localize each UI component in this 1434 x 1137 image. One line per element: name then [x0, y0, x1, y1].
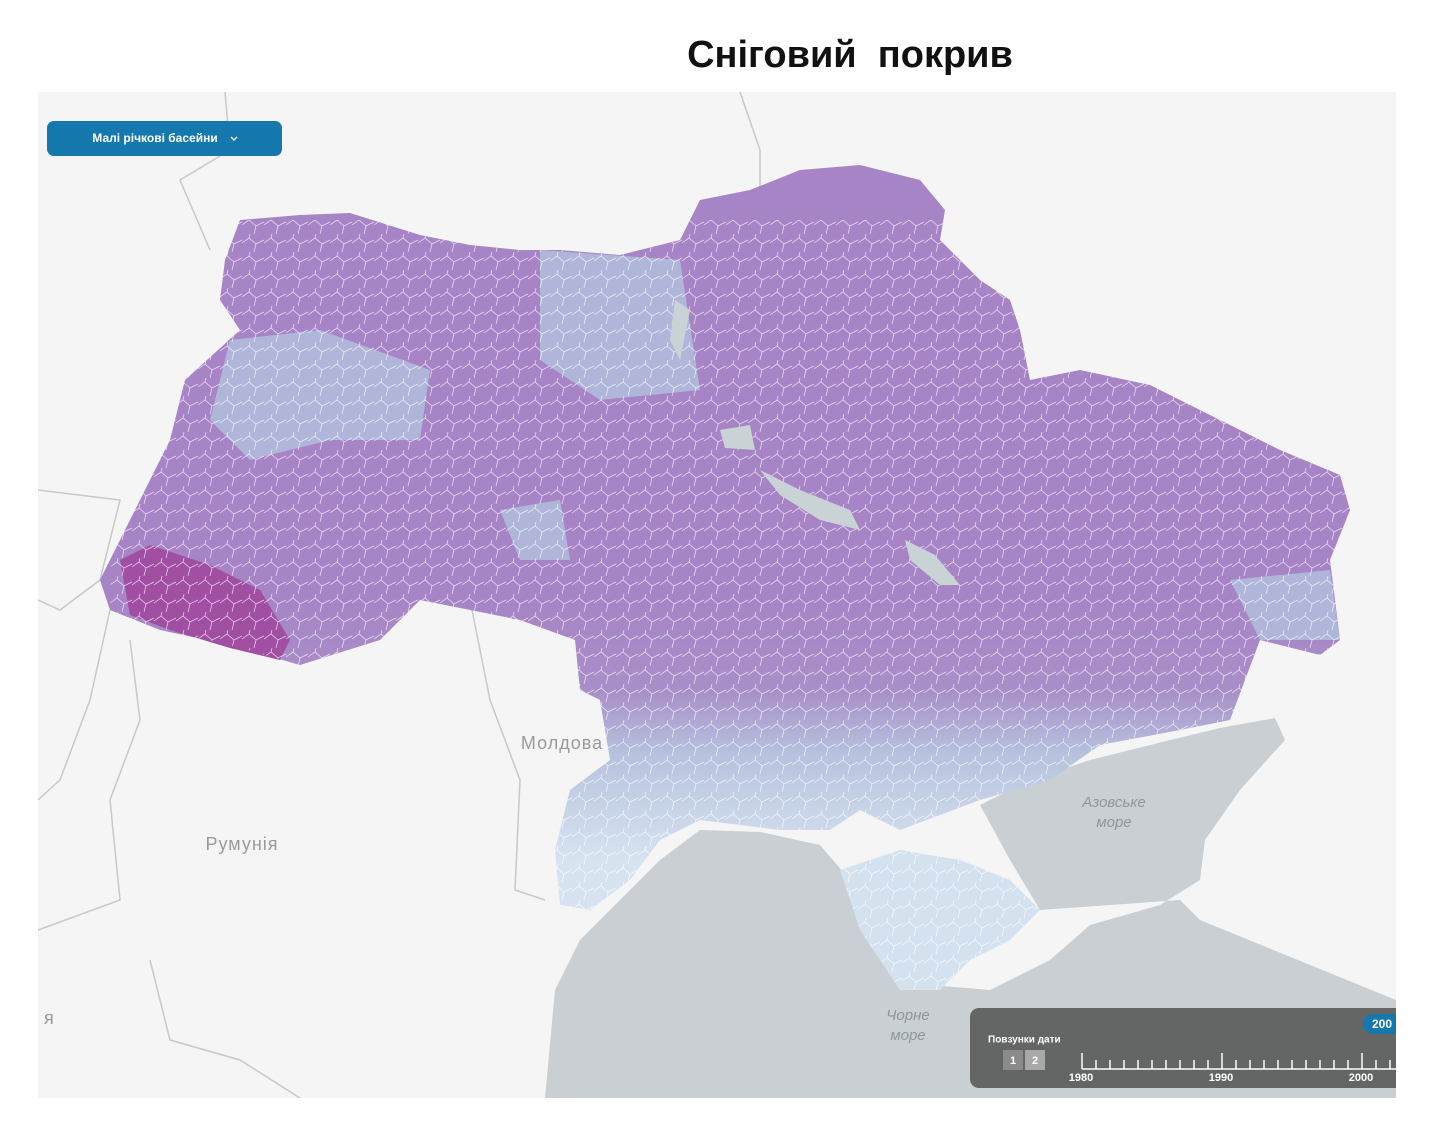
- timeline-label: Повзунки дати: [988, 1035, 1061, 1046]
- dropdown-label[interactable]: Малі річкові басейни: [92, 131, 217, 145]
- dropdown[interactable]: Малі річкові басейни: [47, 121, 282, 156]
- sea-label: Азовське: [1081, 794, 1145, 811]
- timeline: Повзунки дати 1 2 1980 1990 2000 200: [970, 1008, 1413, 1088]
- title: Сніговий покрив: [687, 34, 1013, 76]
- year-label: 1990: [1209, 1072, 1233, 1084]
- sea-label: море: [1096, 814, 1131, 831]
- map: Молдова Румунія я Азовське море Чорне мо…: [38, 92, 1413, 1098]
- slider-button[interactable]: [1003, 1050, 1023, 1070]
- sea: [545, 718, 1396, 1098]
- country-label: Румунія: [205, 834, 278, 854]
- year-badge[interactable]: [1363, 1014, 1413, 1034]
- country-label: я: [44, 1008, 55, 1028]
- timeline-axis: [1081, 1053, 1396, 1070]
- country-label: Молдова: [521, 733, 603, 753]
- sea-label: море: [890, 1027, 925, 1044]
- year-badge-label[interactable]: 200: [1372, 1017, 1392, 1031]
- slider-button-label[interactable]: 2: [1032, 1055, 1038, 1067]
- slider-button-label[interactable]: 1: [1010, 1055, 1016, 1067]
- year-label: 2000: [1349, 1072, 1373, 1084]
- sea-label: Чорне: [886, 1007, 929, 1024]
- year-label: 1980: [1069, 1072, 1093, 1084]
- slider-button[interactable]: [1025, 1050, 1045, 1070]
